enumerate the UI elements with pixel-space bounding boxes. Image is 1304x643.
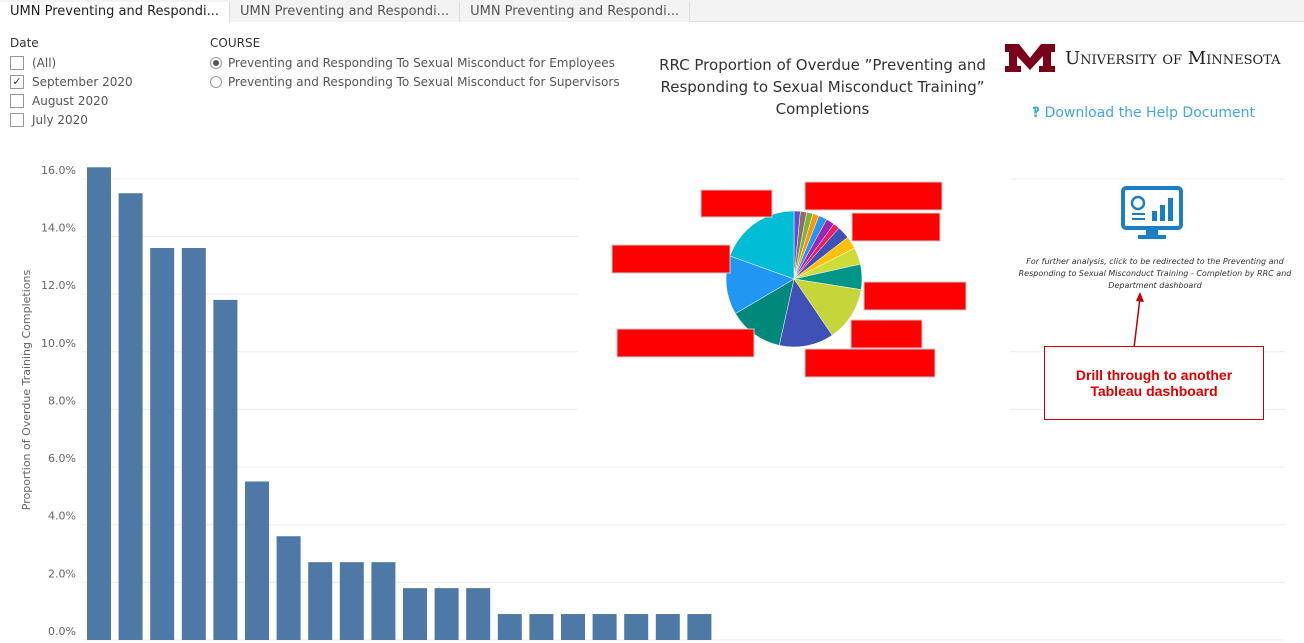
drill-panel[interactable]: For further analysis, click to be redire…: [1010, 180, 1300, 300]
filter-option[interactable]: Preventing and Responding To Sexual Misc…: [210, 53, 620, 72]
dashboard-icon: [1121, 186, 1183, 239]
redaction: [850, 319, 923, 349]
bar: [592, 614, 617, 640]
tab[interactable]: UMN Preventing and Respondi...: [0, 2, 231, 24]
redaction: [804, 181, 943, 211]
option-label[interactable]: August 2020: [32, 93, 109, 108]
y-tick-label: 0.0%: [48, 625, 76, 638]
course-filter: COURSE Preventing and Responding To Sexu…: [210, 36, 620, 91]
y-tick-label: 4.0%: [48, 510, 76, 523]
y-tick-label: 14.0%: [41, 221, 76, 234]
radio[interactable]: [210, 75, 222, 88]
redaction: [804, 348, 936, 378]
bar: [497, 614, 522, 640]
bar: [529, 614, 554, 640]
redaction: [851, 212, 941, 242]
filter-option[interactable]: July 2020: [10, 110, 133, 129]
checkbox[interactable]: [10, 112, 24, 127]
y-tick-label: 2.0%: [48, 567, 76, 580]
logo: University of Minnesota: [1003, 42, 1280, 74]
bar: [687, 614, 712, 640]
pie-slice: [793, 278, 862, 336]
logo-mark: [1005, 44, 1055, 72]
redaction: [611, 244, 731, 274]
y-tick-label: 10.0%: [41, 337, 76, 350]
bar: [118, 193, 143, 640]
logo-text: University of Minnesota: [1065, 47, 1281, 69]
filter-option[interactable]: Preventing and Responding To Sexual Misc…: [210, 72, 620, 91]
bar: [403, 588, 427, 640]
bar: [181, 248, 206, 640]
tab-bar: UMN Preventing and Respondi... UMN Preven…: [0, 0, 1304, 24]
option-label[interactable]: Preventing and Responding To Sexual Misc…: [228, 74, 620, 89]
radio[interactable]: [210, 56, 222, 69]
bar: [87, 167, 111, 640]
y-tick-label: 8.0%: [48, 394, 76, 407]
bar: [655, 614, 680, 640]
bar: [150, 248, 175, 640]
bar: [624, 614, 649, 640]
tab[interactable]: UMN Preventing and Respondi...: [230, 2, 461, 22]
checkbox[interactable]: [10, 93, 24, 108]
arrow: [1133, 292, 1144, 349]
bar: [308, 562, 333, 640]
help-link-text[interactable]: Download the Help Document: [1044, 105, 1255, 121]
checkbox[interactable]: ✓: [10, 74, 24, 89]
bar: [561, 614, 585, 640]
y-tick-label: 12.0%: [41, 279, 76, 292]
filter-option[interactable]: ✓ September 2020: [10, 72, 133, 91]
drill-text[interactable]: For further analysis, click to be redire…: [1018, 257, 1292, 290]
checkbox[interactable]: [10, 55, 24, 70]
bar: [434, 588, 459, 640]
filter-option[interactable]: (All): [10, 53, 133, 72]
option-label[interactable]: (All): [32, 55, 57, 70]
option-label[interactable]: September 2020: [32, 74, 133, 89]
dashboard-title: RRC Proportion of Overdue ”Preventing an…: [659, 56, 986, 118]
pie-slice: [729, 210, 795, 280]
filter-label: COURSE: [210, 36, 261, 50]
callout-text: Drill through to another Tableau dashboa…: [1075, 367, 1233, 399]
tab[interactable]: UMN Preventing and Respondi...: [460, 2, 691, 22]
bar: [371, 562, 396, 640]
option-label[interactable]: Preventing and Responding To Sexual Misc…: [228, 55, 615, 70]
callout-box: Drill through to another Tableau dashboa…: [1044, 346, 1264, 420]
y-tick-label: 6.0%: [48, 452, 76, 465]
option-label[interactable]: July 2020: [32, 112, 88, 127]
bar: [466, 588, 491, 640]
filter-label: Date: [10, 36, 39, 50]
pie-slice: [778, 278, 833, 348]
date-filter: Date (All) ✓ September 2020 August 2020 July…: [10, 36, 133, 136]
help-link[interactable]: ‽ Download the Help Document: [1032, 105, 1255, 121]
redaction: [863, 281, 967, 311]
bar: [276, 536, 301, 640]
filter-option[interactable]: August 2020: [10, 91, 133, 110]
y-axis-title: Proportion of Overdue Training Completio…: [20, 270, 33, 511]
bar: [245, 481, 269, 640]
bar: [213, 299, 238, 640]
y-tick-label: 16.0%: [41, 164, 76, 177]
redaction: [616, 328, 755, 358]
redaction: [700, 189, 773, 218]
bar: [339, 562, 364, 640]
